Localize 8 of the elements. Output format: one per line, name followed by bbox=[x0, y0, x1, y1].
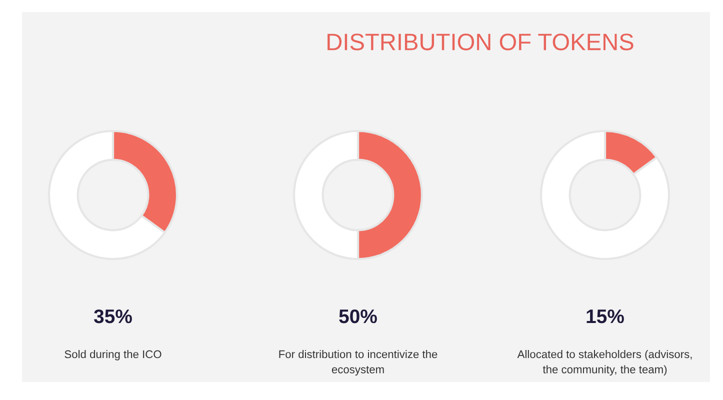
text: Allocated to stakeholders (advisors, the community, the team) bbox=[517, 350, 692, 376]
text: Sold during the ICO bbox=[64, 350, 162, 360]
donut-slice bbox=[540, 130, 670, 260]
text: 35% bbox=[94, 309, 132, 324]
text: 50% bbox=[339, 309, 377, 324]
text: DISTRIBUTION OF TOKENS bbox=[328, 34, 634, 50]
text: For distribution to incentivize the ecosystem bbox=[279, 350, 438, 376]
text: 15% bbox=[586, 310, 624, 324]
